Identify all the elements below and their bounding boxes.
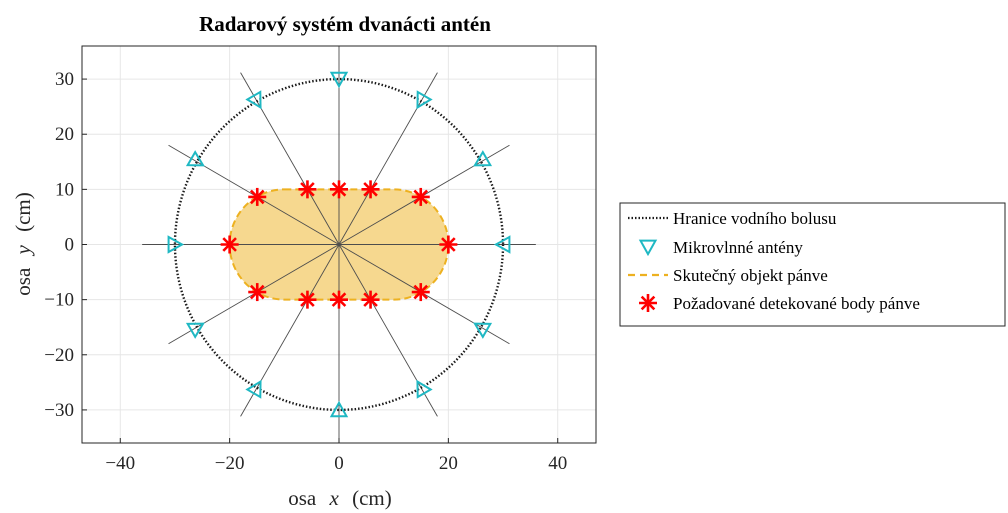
antenna-ray <box>240 244 340 417</box>
detected-point-stroke <box>441 237 456 252</box>
detected-point-stroke <box>413 189 429 205</box>
detected-point <box>439 235 458 254</box>
legend-box <box>619 202 1006 327</box>
antenna-triangle <box>416 90 433 110</box>
x-tick-label: 40 <box>548 453 567 474</box>
detected-point <box>298 180 317 199</box>
detected-point <box>361 180 380 199</box>
y-axis-label-var: y <box>11 244 35 256</box>
antenna-marker <box>329 400 349 418</box>
detected-point-stroke <box>331 292 347 307</box>
antenna-triangle <box>245 90 262 110</box>
x-tick-label: −20 <box>215 453 245 474</box>
y-tick-label: −30 <box>44 400 74 421</box>
bolus-boundary <box>173 77 505 412</box>
chart-title: Radarový systém dvanácti antén <box>199 12 491 36</box>
detected-point <box>220 235 239 254</box>
antenna-triangle <box>167 235 185 254</box>
detected-point-stroke <box>413 284 429 300</box>
y-tick-label: −20 <box>44 345 74 366</box>
detected-point-stroke <box>363 292 378 307</box>
antenna-triangle <box>473 322 493 339</box>
x-axis-label: osa x (cm) <box>288 486 391 510</box>
detected-point <box>361 290 380 309</box>
detected-point <box>411 187 430 206</box>
antenna-marker <box>167 235 185 254</box>
antenna-triangle <box>329 400 349 418</box>
detected-point <box>330 180 348 199</box>
antenna-marker <box>245 379 262 399</box>
x-tick-label: 0 <box>334 453 344 474</box>
x-axis-label-var: x <box>329 486 340 510</box>
antenna-triangle <box>416 379 433 399</box>
detected-point-stroke <box>249 189 265 205</box>
detected-point-stroke <box>640 295 656 311</box>
y-tick-label: 10 <box>55 179 74 200</box>
legend: Hranice vodního bolusu Mikrovlnné antény S… <box>619 202 1006 327</box>
antenna-marker <box>416 379 433 399</box>
x-tick-label: −40 <box>105 453 135 474</box>
antenna-triangle <box>185 150 205 167</box>
x-tick-label: 20 <box>439 453 458 474</box>
antenna-triangle <box>185 322 205 339</box>
antenna-marker <box>245 90 262 110</box>
antenna-marker <box>329 71 349 89</box>
y-axis-label-prefix: osa <box>11 267 35 296</box>
detected-point <box>330 290 348 309</box>
detected-point-stroke <box>249 284 265 300</box>
y-tick-label: −10 <box>44 290 74 311</box>
legend-swatch-antenna <box>638 239 658 257</box>
detected-point-stroke <box>300 182 315 197</box>
antenna-marker <box>473 322 493 339</box>
antenna-triangle <box>329 71 349 89</box>
detected-point <box>248 283 267 302</box>
axes: −40 −20 0 20 40 −30 −20 −10 0 10 20 30 <box>44 45 597 474</box>
antenna-triangle <box>245 379 262 399</box>
x-axis-label-prefix: osa <box>288 486 317 510</box>
antenna-marker <box>416 90 433 110</box>
y-axis-label: osa y (cm) <box>11 192 35 295</box>
plot-area <box>142 46 536 443</box>
detected-point <box>248 187 267 206</box>
x-axis-label-unit: (cm) <box>352 486 392 510</box>
y-axis-label-unit: (cm) <box>11 192 35 232</box>
y-tick-label: 0 <box>65 235 75 256</box>
antenna-marker <box>185 322 205 339</box>
legend-swatch-detected <box>639 294 657 312</box>
antenna-marker <box>493 235 511 254</box>
legend-label: Požadované detekované body pánve <box>673 294 920 313</box>
legend-label: Hranice vodního bolusu <box>673 209 837 228</box>
detected-point <box>298 290 317 309</box>
detected-point-stroke <box>331 182 347 197</box>
antenna-marker <box>473 150 493 167</box>
legend-label: Mikrovlnné antény <box>673 238 803 257</box>
antenna-triangle <box>473 150 493 167</box>
antenna-triangle <box>493 235 511 254</box>
y-tick-label: 20 <box>55 124 74 145</box>
legend-label: Skutečný objekt pánve <box>673 266 828 285</box>
detected-point <box>411 283 430 302</box>
antenna-marker <box>185 150 205 167</box>
detected-point-stroke <box>300 292 315 307</box>
y-tick-label: 30 <box>55 69 74 90</box>
detected-point-stroke <box>222 237 237 252</box>
detected-point-stroke <box>363 182 378 197</box>
